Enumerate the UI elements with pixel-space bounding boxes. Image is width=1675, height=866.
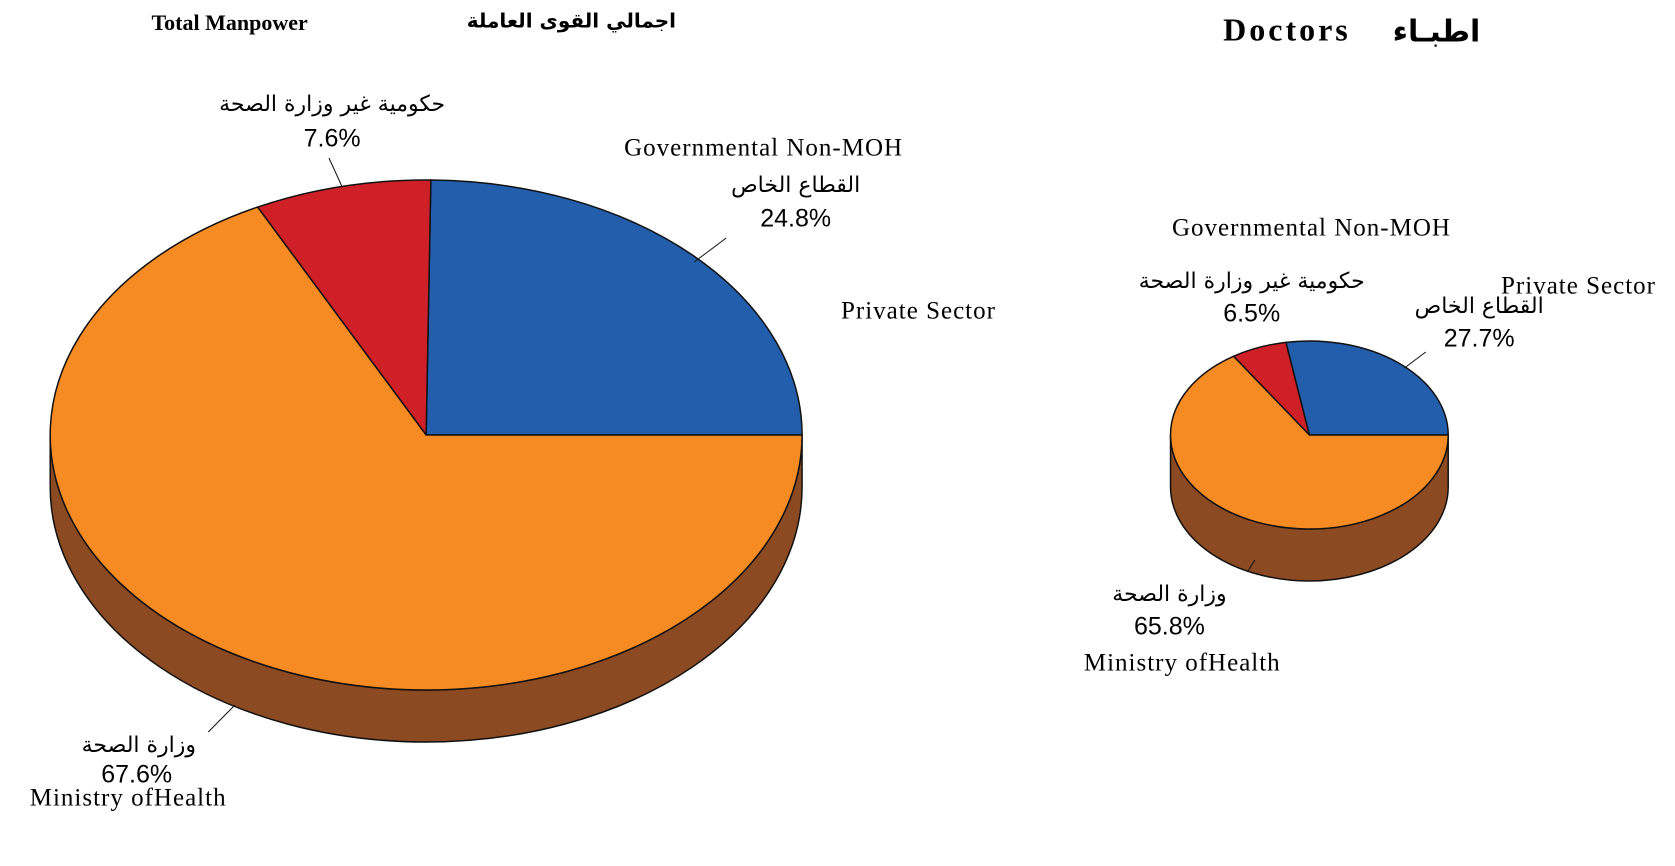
chart-title: Doctors xyxy=(1223,11,1351,47)
pie-slice xyxy=(256,179,432,438)
pie-slice xyxy=(425,179,803,436)
slice-label: 24.8% xyxy=(760,205,831,233)
leader-line xyxy=(1404,351,1427,369)
slice-label: Governmental Non-MOH xyxy=(1172,215,1451,242)
slice-label: 7.6% xyxy=(304,125,361,153)
slice-label: 27.7% xyxy=(1444,325,1515,353)
leader-line xyxy=(693,237,727,263)
slice-label: Private Sector xyxy=(1501,273,1656,300)
pie-slice xyxy=(1284,340,1449,436)
slice-label: وزارة الصحة xyxy=(82,733,196,758)
slice-label: Private Sector xyxy=(841,298,996,325)
slice-label: حكومية غير وزارة الصحة xyxy=(219,92,445,117)
chart-title: Total Manpower xyxy=(151,10,307,35)
chart-title-ar: اجمالي القوى العاملة xyxy=(467,9,676,34)
pie-slice xyxy=(49,206,803,691)
slice-label: 67.6% xyxy=(101,761,172,789)
leader-line xyxy=(207,704,236,733)
slice-label: 6.5% xyxy=(1223,300,1280,328)
slice-label: القطاع الخاص xyxy=(1415,294,1544,319)
chart-title-ar: اطبـاء xyxy=(1393,15,1481,50)
slice-label: Ministry ofHealth xyxy=(30,785,227,812)
leader-line xyxy=(1246,559,1256,573)
slice-label: Ministry ofHealth xyxy=(1084,650,1281,677)
slice-label: حكومية غير وزارة الصحة xyxy=(1139,269,1365,294)
slice-label: وزارة الصحة xyxy=(1112,582,1226,607)
slice-label: 65.8% xyxy=(1134,613,1205,641)
pie-slice xyxy=(1169,355,1449,530)
leader-line xyxy=(328,157,343,187)
slice-label: Governmental Non-MOH xyxy=(624,135,903,162)
slice-label: القطاع الخاص xyxy=(731,173,860,198)
